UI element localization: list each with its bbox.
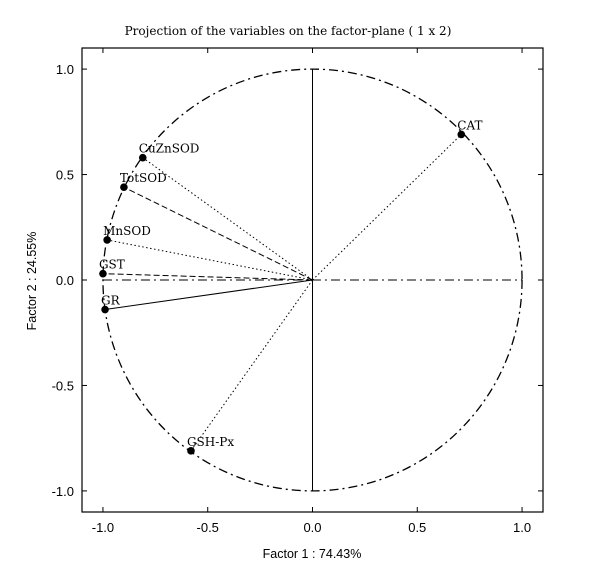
variable-label: CuZnSOD [139, 142, 200, 156]
variable-point [120, 183, 128, 191]
x-tick-label: -0.5 [197, 520, 219, 535]
variable-point [99, 269, 107, 278]
y-tick-label: 0.0 [56, 273, 74, 288]
variable-label: GST [99, 258, 125, 272]
x-tick-label: 1.0 [513, 520, 531, 535]
y-axis-label: Factor 2 : 24.55% [25, 232, 39, 331]
variable-vector [190, 279, 313, 452]
y-tick-label: 0.5 [56, 168, 74, 183]
variable-vector [142, 157, 313, 281]
variable-point [187, 447, 195, 455]
variable-vector [102, 273, 313, 281]
variable-vector [107, 239, 313, 281]
x-tick-label: 0.5 [408, 520, 426, 535]
y-tick-label: 1.0 [56, 62, 74, 77]
y-tick-label: -0.5 [52, 378, 74, 393]
y-tick-label: -1.0 [52, 484, 74, 499]
variable-label: TotSOD [120, 171, 167, 185]
x-axis-label: Factor 1 : 74.43% [263, 547, 362, 561]
variable-point [138, 153, 147, 162]
x-tick-label: -1.0 [92, 520, 114, 535]
x-tick-label: 0.0 [303, 520, 321, 535]
plot-area: -1.0 -0.5 0.0 0.5 1.0 -1.0 -0.5 0.0 0.5 1.0 CAT CuZ… [52, 47, 544, 535]
variable-point [103, 236, 111, 244]
variable-point [457, 130, 466, 139]
variable-point [101, 305, 109, 314]
variable-vector [104, 279, 313, 311]
variable-label: GSH-Px [187, 435, 234, 449]
variable-label: CAT [457, 118, 482, 132]
variable-vector [123, 186, 313, 281]
variable-label: MnSOD [103, 224, 151, 238]
variable-label: GR [101, 294, 121, 308]
variable-vector [312, 134, 462, 281]
chart-title: Projection of the variables on the facto… [125, 24, 452, 38]
